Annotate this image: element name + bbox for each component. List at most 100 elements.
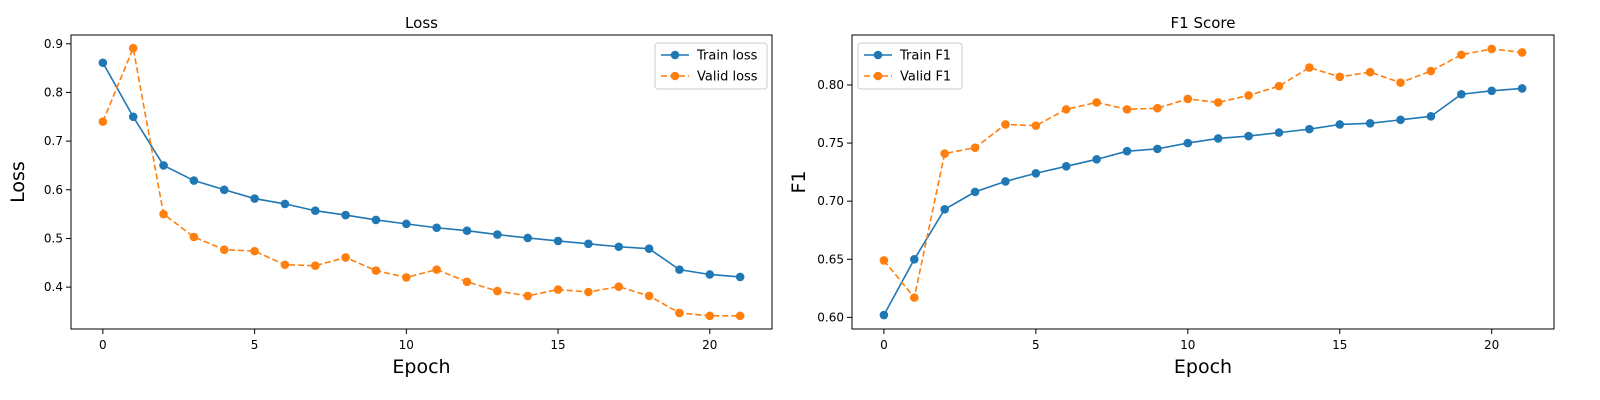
x-tick-label: 5 [251, 338, 259, 352]
data-point [523, 291, 533, 301]
data-point [1244, 91, 1253, 100]
data-point [735, 272, 745, 282]
chart-title: Loss [405, 14, 438, 32]
plot-frame [851, 34, 1555, 330]
data-point [1213, 134, 1223, 143]
data-point [1122, 105, 1132, 114]
y-tick-label: 0.9 [44, 37, 63, 51]
y-axis-label: F1 [788, 170, 810, 193]
data-point [1365, 67, 1375, 77]
data-point [1183, 94, 1193, 104]
x-tick-label: 15 [1332, 338, 1347, 352]
data-point [940, 149, 949, 158]
data-point [159, 161, 168, 170]
data-point [310, 261, 320, 271]
data-point [1517, 48, 1527, 57]
y-tick-label: 0.6 [44, 183, 63, 197]
data-point [280, 199, 290, 209]
data-point [1396, 78, 1405, 87]
data-point [970, 143, 980, 153]
data-point [644, 244, 654, 253]
chart-title: F1 Score [1171, 14, 1236, 32]
data-point [1122, 146, 1132, 156]
data-point [250, 194, 259, 203]
legend: Train loss Valid loss [654, 42, 768, 90]
data-point [879, 310, 889, 320]
data-point [371, 266, 381, 275]
data-point [1031, 121, 1041, 130]
x-axis-label: Epoch [1174, 356, 1232, 378]
legend-label: Train F1 [899, 49, 951, 64]
data-point [940, 205, 949, 214]
data-point [1396, 115, 1405, 125]
data-point [1335, 72, 1345, 82]
data-point [553, 236, 563, 246]
data-point [1153, 144, 1162, 154]
data-point [1183, 138, 1193, 148]
data-point [1426, 66, 1436, 76]
data-point [644, 291, 654, 301]
series-line-1-2 [102, 47, 741, 317]
data-point [1517, 84, 1527, 93]
data-point [1335, 120, 1345, 129]
data-point [98, 58, 108, 68]
legend-swatch-marker [670, 71, 680, 81]
data-point [310, 206, 320, 216]
y-tick-label: 0.60 [817, 310, 844, 324]
data-point [910, 254, 919, 264]
data-point [493, 230, 502, 239]
data-point [1092, 98, 1101, 107]
data-point [1457, 50, 1466, 60]
data-point [1305, 124, 1314, 134]
data-point [1213, 98, 1223, 107]
chart-panel-2: 0 5 10 15 20 0.60 0.65 0.70 0.75 0.80 F1 Score Epoc… [788, 14, 1555, 378]
data-point [1274, 81, 1284, 91]
series-line-2-2 [883, 48, 1523, 299]
data-point [1487, 86, 1496, 96]
data-point [402, 219, 411, 229]
legend-label: Valid F1 [900, 70, 951, 85]
data-point [219, 245, 229, 254]
legend: Train F1 Valid F1 [857, 42, 963, 90]
data-point [1031, 168, 1041, 178]
data-point [614, 282, 624, 291]
data-point [1457, 89, 1466, 99]
legend-label: Valid loss [697, 70, 758, 85]
x-tick-label: 0 [99, 338, 107, 352]
data-point [128, 43, 138, 53]
data-point [189, 176, 199, 185]
data-point [250, 246, 259, 256]
x-tick-label: 20 [1484, 338, 1499, 352]
data-point [1153, 103, 1162, 113]
series-line-1-1 [102, 62, 741, 278]
data-point [462, 277, 472, 287]
data-point [402, 273, 411, 282]
data-point [98, 117, 108, 126]
legend-swatch-marker [873, 50, 883, 60]
data-point [1061, 162, 1071, 171]
data-point [462, 226, 472, 235]
y-tick-label: 0.7 [44, 134, 63, 148]
y-tick-label: 0.8 [44, 85, 63, 99]
x-tick-label: 0 [880, 338, 888, 352]
data-point [1092, 155, 1101, 164]
data-point [1244, 131, 1253, 141]
data-point [432, 223, 441, 233]
data-point [1001, 120, 1010, 129]
data-point [705, 311, 715, 321]
data-point [341, 210, 350, 220]
y-tick-label: 0.75 [817, 136, 844, 150]
x-tick-label: 10 [1180, 338, 1195, 352]
data-point [735, 311, 745, 321]
y-tick-label: 0.70 [817, 194, 844, 208]
data-point [879, 256, 889, 265]
x-tick-label: 5 [1032, 338, 1040, 352]
data-point [280, 260, 290, 270]
data-point [1001, 177, 1010, 186]
data-point [1061, 105, 1071, 114]
x-tick-label: 20 [702, 338, 717, 352]
x-tick-label: 10 [399, 338, 414, 352]
data-point [910, 293, 919, 302]
